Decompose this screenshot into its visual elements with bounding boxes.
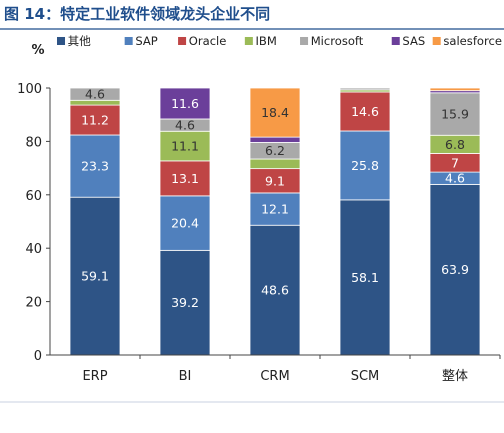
data-label: 20.4 — [171, 216, 199, 231]
y-axis-ticks: 0 20 40 60 80 100 — [17, 82, 50, 364]
data-label: 4.6 — [85, 87, 105, 102]
bars: 59.1 23.3 11.2 4.6 39.2 20.4 13.1 11.1 4.6 11.6 48… — [69, 87, 481, 356]
legend-label: SAS — [402, 34, 425, 48]
data-label: 25.8 — [351, 158, 379, 173]
bar-segment — [249, 87, 301, 138]
bar-segment — [249, 168, 301, 194]
bar-segment — [69, 87, 121, 101]
legend-swatch — [244, 36, 253, 45]
bar-segment — [429, 183, 481, 356]
data-label: 6.2 — [265, 143, 285, 158]
y-axis-label: % — [31, 43, 44, 58]
chart-title: 图 14：特定工业软件领域龙头企业不同 — [4, 5, 270, 23]
y-tick-label: 100 — [17, 82, 42, 97]
y-tick-label: 60 — [25, 189, 42, 204]
legend-label: Microsoft — [311, 34, 364, 48]
bar-segment — [69, 104, 121, 136]
bar-segment — [339, 91, 391, 132]
data-label: 39.2 — [171, 295, 199, 310]
x-tick-label: CRM — [260, 369, 289, 384]
y-tick-label: 40 — [25, 242, 42, 257]
data-label: 11.2 — [81, 113, 109, 128]
bar-segment — [339, 199, 391, 356]
legend: 其他 SAP Oracle IBM Microsoft SAS salesforce — [56, 34, 502, 48]
bar-segment — [339, 130, 391, 201]
bar-segment — [69, 134, 121, 198]
legend-swatch — [56, 36, 66, 45]
bar-segment — [429, 87, 481, 92]
legend-label: IBM — [256, 34, 277, 48]
data-label: 14.6 — [351, 104, 379, 119]
legend-label: 其他 — [68, 34, 92, 48]
legend-swatch — [124, 36, 133, 45]
y-tick-label: 80 — [25, 135, 42, 150]
data-label: 59.1 — [81, 269, 109, 284]
data-label: 15.9 — [441, 107, 469, 122]
legend-label: SAP — [135, 34, 157, 48]
legend-label: Oracle — [189, 34, 227, 48]
y-tick-label: 20 — [25, 296, 42, 311]
legend-swatch — [300, 36, 309, 45]
bar-segment — [159, 87, 211, 120]
bar-segment — [159, 130, 211, 162]
data-label: 23.3 — [81, 159, 109, 174]
bar-segment — [249, 158, 301, 170]
data-label: 12.1 — [261, 202, 289, 217]
data-label: 13.1 — [171, 171, 199, 186]
legend-swatch — [178, 36, 187, 45]
legend-swatch — [391, 36, 400, 45]
bar-segment — [159, 195, 211, 251]
legend-swatch — [432, 36, 441, 45]
data-label: 18.4 — [261, 105, 289, 120]
bar-segment — [249, 224, 301, 356]
bar-segment — [339, 87, 391, 91]
x-axis-ticks: ERP BI CRM SCM 整体 — [82, 355, 501, 384]
x-tick-label: 整体 — [442, 369, 468, 384]
data-label: 63.9 — [441, 262, 469, 277]
bar-segment — [429, 92, 481, 136]
bar-segment — [249, 136, 301, 143]
legend-label: salesforce — [443, 34, 502, 48]
data-label: 11.1 — [171, 139, 199, 154]
y-tick-label: 0 — [34, 349, 42, 364]
data-label: 4.6 — [445, 171, 465, 186]
x-tick-label: BI — [179, 369, 192, 384]
x-tick-label: SCM — [351, 369, 380, 384]
data-label: 48.6 — [261, 283, 289, 298]
data-label: 9.1 — [265, 173, 285, 188]
data-label: 7 — [451, 155, 459, 170]
bar-segment — [159, 160, 211, 197]
data-label: 58.1 — [351, 270, 379, 285]
x-tick-label: ERP — [82, 369, 107, 384]
data-label: 6.8 — [445, 137, 465, 152]
data-label: 4.6 — [175, 118, 195, 133]
data-label: 11.6 — [171, 96, 199, 111]
